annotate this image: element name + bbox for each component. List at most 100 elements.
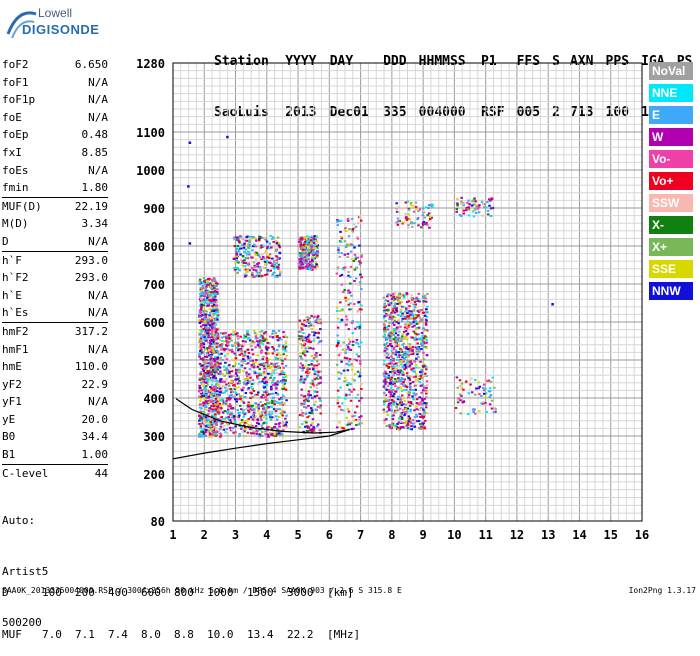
echo-point (261, 380, 264, 383)
echo-point (350, 294, 353, 297)
echo-point (415, 338, 418, 341)
echo-point (359, 422, 362, 425)
echo-point (398, 296, 401, 299)
echo-point (393, 380, 397, 383)
echo-point (409, 322, 413, 325)
echo-point (283, 357, 287, 360)
echo-point (201, 351, 204, 354)
echo-point (413, 317, 417, 320)
echo-point (220, 352, 223, 355)
echo-point (485, 411, 488, 414)
echo-point (410, 294, 413, 297)
echo-point (402, 221, 405, 224)
echo-point (214, 295, 217, 298)
echo-point (256, 419, 260, 422)
echo-point (199, 347, 203, 350)
echo-point (415, 357, 418, 360)
echo-point (395, 379, 398, 382)
echo-point (206, 430, 210, 433)
echo-point (229, 405, 232, 408)
echo-point (202, 346, 206, 349)
echo-point (277, 329, 281, 332)
echo-point (217, 406, 220, 409)
echo-point (455, 210, 458, 213)
echo-point (230, 416, 234, 419)
echo-point (345, 315, 348, 318)
echo-point (305, 242, 309, 245)
echo-point (273, 403, 277, 406)
echo-point (225, 397, 229, 400)
echo-point (354, 418, 358, 421)
echo-point (213, 420, 217, 423)
echo-point (386, 348, 389, 351)
echo-point (392, 305, 396, 308)
echo-point (317, 371, 320, 374)
echo-point (298, 264, 302, 267)
echo-point (405, 372, 409, 375)
echo-point (271, 257, 274, 260)
echo-point (221, 398, 224, 401)
echo-point (234, 261, 237, 264)
echo-point (299, 245, 302, 248)
y-tick-label: 500 (143, 354, 165, 368)
echo-point (481, 203, 485, 206)
echo-point (403, 315, 407, 318)
echo-point (282, 353, 286, 356)
echo-point (216, 419, 219, 422)
echo-point (198, 414, 201, 417)
echo-point (413, 338, 416, 341)
echo-point (280, 370, 283, 373)
echo-point (399, 386, 402, 389)
echo-point (263, 260, 267, 263)
echo-point (306, 425, 309, 428)
echo-point (240, 365, 243, 368)
echo-point (248, 343, 252, 346)
echo-point (271, 432, 274, 435)
x-tick-label: 13 (541, 528, 555, 542)
echo-point (204, 431, 207, 434)
echo-point (275, 248, 278, 251)
echo-point (208, 324, 212, 327)
echo-point (462, 388, 465, 391)
echo-point (228, 403, 232, 406)
echo-point (280, 338, 283, 341)
echo-point (227, 364, 230, 367)
echo-point (273, 400, 277, 403)
echo-point (489, 199, 492, 202)
echo-point (237, 248, 240, 251)
echo-point (467, 199, 470, 202)
echo-point (208, 322, 212, 325)
echo-point (245, 253, 249, 256)
legend-item-ssw: SSW (649, 194, 693, 212)
echo-point (490, 407, 494, 410)
echo-point (222, 428, 226, 431)
echo-point (480, 402, 483, 405)
echo-point (200, 300, 204, 303)
echo-point (207, 321, 210, 324)
echo-point (241, 340, 245, 343)
echo-point (474, 208, 477, 211)
echo-point (203, 397, 207, 400)
echo-point (486, 380, 489, 383)
echo-point (471, 200, 474, 203)
echo-point (209, 360, 212, 363)
echo-point (248, 253, 251, 256)
echo-point (478, 204, 481, 207)
echo-point (422, 210, 425, 213)
echo-point (200, 291, 204, 294)
echo-point (387, 399, 390, 402)
echo-point (205, 352, 209, 355)
echo-point (261, 256, 265, 259)
echo-point (316, 373, 319, 376)
echo-point (246, 268, 250, 271)
echo-point (264, 257, 267, 260)
echo-point (215, 333, 218, 336)
echo-point (401, 335, 404, 338)
echo-point (223, 356, 227, 359)
echo-point (405, 411, 408, 414)
echo-point (416, 300, 419, 303)
echo-point (301, 369, 304, 372)
echo-point (304, 347, 307, 350)
echo-point (382, 380, 386, 383)
echo-point (417, 322, 421, 325)
